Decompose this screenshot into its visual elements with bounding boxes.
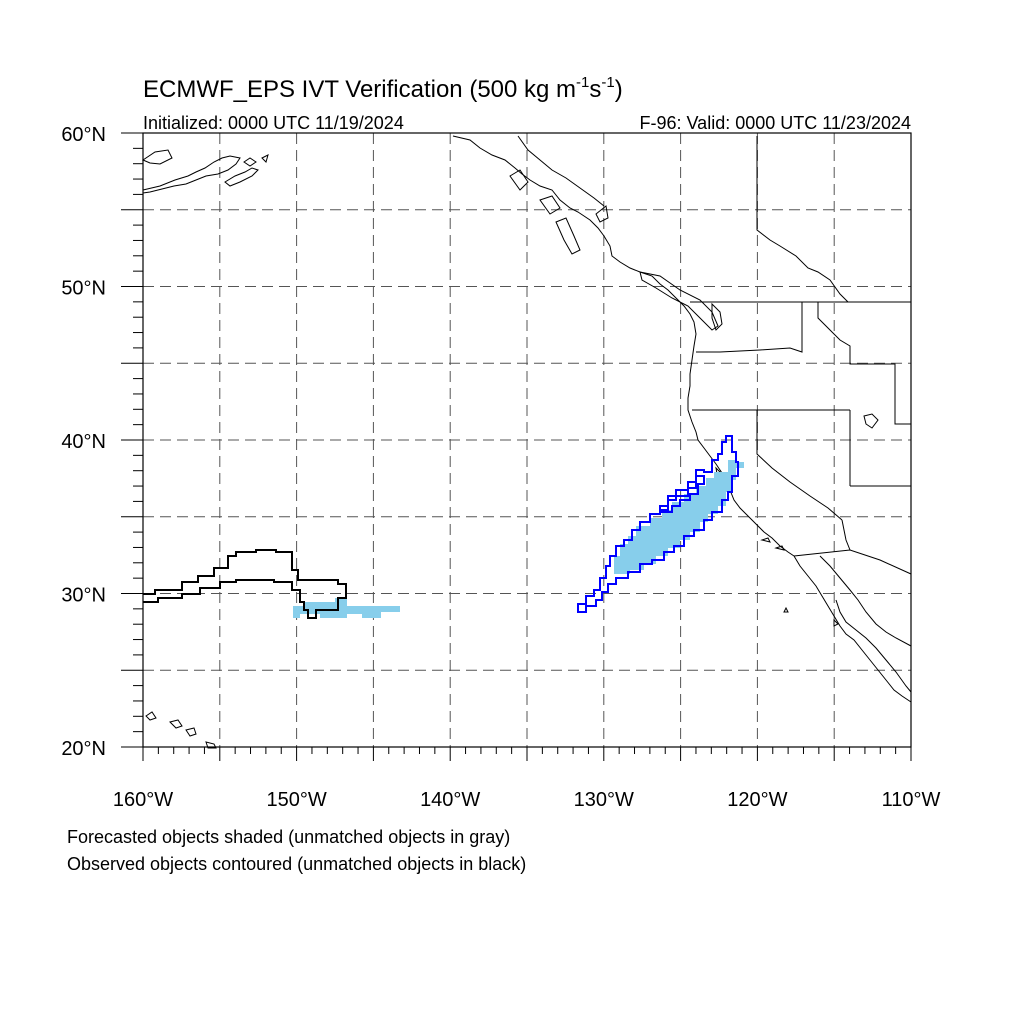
observed-object-california — [577, 435, 739, 613]
title-sup2: -1 — [601, 74, 614, 91]
gulf-of-california — [819, 555, 912, 647]
observed-matched-objects — [577, 435, 739, 613]
lat-tick-label: 30°N — [61, 585, 106, 607]
gulf-of-alaska-coast — [452, 135, 795, 557]
idaho-border — [817, 302, 911, 425]
political-borders — [517, 135, 912, 575]
lon-tick-label: 150°W — [266, 789, 326, 811]
gridlines — [143, 133, 911, 747]
forecast-object-pacific — [293, 598, 400, 618]
lon-tick-label: 130°W — [574, 789, 634, 811]
lat-tick-labels: 60°N 50°N 40°N 30°N 20°N — [61, 124, 106, 760]
lat-tick-label: 20°N — [61, 738, 106, 760]
puget-sound — [711, 302, 723, 331]
title-main: ECMWF_EPS IVT Verification (500 kg m — [143, 76, 576, 103]
baja-coast — [793, 555, 912, 703]
legend-forecast-note: Forecasted objects shaded (unmatched obj… — [67, 827, 510, 847]
baja-east-coast — [835, 599, 912, 693]
lon-tick-label: 110°W — [882, 789, 941, 811]
alaska-canada-border — [517, 135, 605, 207]
title-mid: s — [589, 76, 601, 103]
channel-islands — [760, 537, 839, 627]
forecast-objects — [293, 460, 744, 618]
bc-alberta-border — [756, 136, 849, 303]
lon-tick-label: 120°W — [727, 789, 787, 811]
title-close: ) — [615, 76, 623, 103]
valid-time-label: F-96: Valid: 0000 UTC 11/23/2024 — [640, 113, 912, 133]
lon-tick-label: 140°W — [420, 789, 480, 811]
lon-tick-label: 160°W — [113, 789, 173, 811]
forecast-object-california — [614, 460, 744, 574]
alaska-islets — [243, 154, 269, 167]
observed-object-california-inner — [661, 475, 705, 513]
title-sup1: -1 — [576, 74, 589, 91]
ca-nv-border — [756, 410, 843, 521]
tick-marks — [121, 132, 912, 761]
lon-tick-labels: 160°W 150°W 140°W 130°W 120°W 110°W — [113, 789, 941, 811]
lat-tick-label: 40°N — [61, 431, 106, 453]
wa-or-border — [696, 302, 803, 353]
observed-unmatched-objects — [143, 549, 347, 619]
bc-islands — [509, 169, 609, 255]
observed-object-pacific — [143, 549, 347, 619]
map-title: ECMWF_EPS IVT Verification (500 kg m-1s-… — [143, 74, 623, 103]
az-border — [841, 519, 851, 551]
us-mexico-border — [793, 549, 912, 575]
vancouver-island — [639, 271, 719, 331]
alaska-coast — [141, 149, 241, 194]
init-time-label: Initialized: 0000 UTC 11/19/2024 — [143, 113, 404, 133]
hawaii-islands — [145, 711, 217, 749]
inland-lake — [863, 413, 879, 429]
lat-tick-label: 50°N — [61, 278, 106, 300]
legend-observed-note: Observed objects contoured (unmatched ob… — [67, 854, 526, 874]
kodiak-island — [224, 167, 259, 187]
lat-tick-label: 60°N — [61, 124, 106, 146]
